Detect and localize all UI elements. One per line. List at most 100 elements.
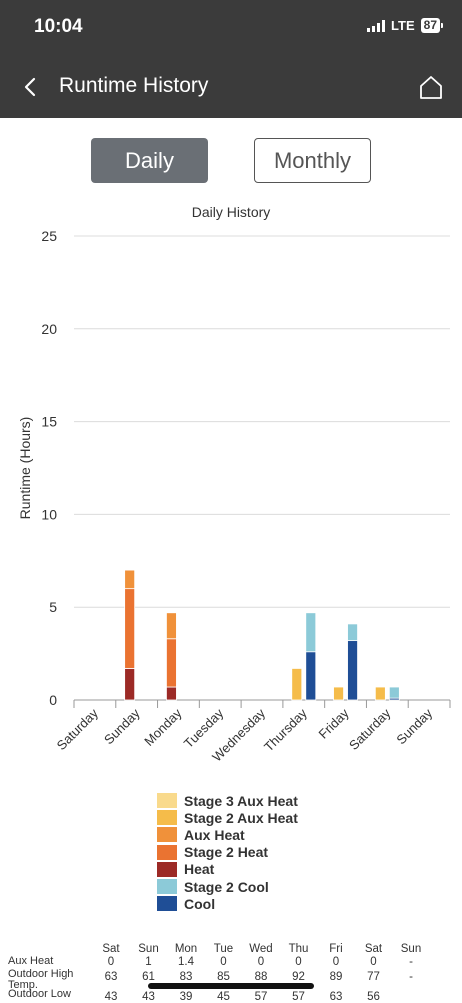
table-header-cell: Tue: [213, 943, 234, 955]
table-cell: 61: [142, 971, 155, 983]
legend-item: Cool: [157, 895, 298, 912]
table-cell: 43: [142, 991, 155, 1003]
legend-label: Stage 2 Heat: [184, 844, 269, 861]
table-header-cell: Wed: [249, 943, 273, 955]
bar-segment: [124, 588, 136, 669]
table-cell: 88: [254, 971, 268, 983]
chart-legend: Stage 3 Aux Heat Stage 2 Aux Heat Aux Heat…: [157, 792, 298, 912]
battery-icon: 87: [420, 18, 444, 33]
legend-item: Stage 3 Aux Heat: [157, 792, 298, 809]
status-bar: 10:04 LTE 87: [0, 0, 462, 56]
table-cell: 63: [104, 971, 118, 983]
bar-segment: [305, 612, 317, 653]
legend-swatch: [157, 844, 177, 860]
x-tick-label: Sunday: [101, 705, 143, 747]
home-button[interactable]: [416, 72, 446, 102]
y-tick-label: 15: [41, 414, 57, 430]
x-tick-label: Monday: [141, 705, 185, 749]
table-header-cell: Thu: [288, 943, 309, 955]
table-header-cell: Sun: [400, 943, 422, 955]
table-cell: 92: [292, 971, 305, 983]
legend-swatch: [157, 861, 177, 877]
legend-label: Cool: [184, 895, 216, 912]
table-cell: 57: [254, 991, 268, 1003]
table-cell: 85: [217, 971, 230, 983]
table-cell: 43: [104, 991, 118, 1003]
table-cell: 0: [107, 956, 115, 968]
table-cell: 77: [367, 971, 380, 983]
bar-segment: [305, 651, 317, 701]
table-header-cell: Fri: [329, 943, 343, 955]
legend-swatch: [157, 896, 177, 912]
bar-segment: [166, 612, 177, 640]
y-axis-label: Runtime (Hours): [17, 417, 33, 520]
table-cell: 0: [295, 956, 302, 968]
table-cell: 63: [329, 991, 343, 1003]
legend-item: Stage 2 Cool: [157, 878, 298, 895]
x-tick-label: Thursday: [261, 705, 310, 754]
table-cell: 89: [329, 971, 343, 983]
x-tick-label: Saturday: [54, 705, 102, 753]
legend-swatch: [157, 879, 177, 895]
y-tick-label: 25: [41, 228, 57, 244]
x-tick-label: Friday: [316, 705, 352, 741]
home-icon: [420, 76, 442, 99]
legend-label: Heat: [184, 861, 215, 878]
chevron-left-icon: [24, 77, 36, 97]
table-cell: 1: [145, 956, 152, 968]
bar-segment: [291, 668, 303, 701]
y-tick-label: 10: [41, 506, 57, 522]
bar-segment: [374, 686, 386, 701]
table-header-cell: Sun: [138, 943, 159, 955]
table-cell: -: [409, 971, 413, 983]
chart-title: Daily History: [191, 204, 271, 220]
legend-swatch: [157, 810, 177, 826]
table-cell: 0: [220, 956, 227, 968]
status-time: 10:04: [34, 16, 83, 37]
table-cell: 45: [217, 991, 230, 1003]
x-tick-label: Saturday: [346, 705, 394, 753]
legend-label: Stage 2 Cool: [184, 878, 269, 895]
table-cell: 0: [332, 956, 340, 968]
status-indicators: LTE 87: [367, 18, 444, 33]
back-button[interactable]: [14, 70, 48, 104]
table-cell: 56: [367, 991, 380, 1003]
bar-segment: [347, 640, 358, 701]
bar-segment: [124, 569, 136, 590]
y-tick-label: 20: [41, 321, 57, 337]
legend-item: Stage 2 Heat: [157, 844, 298, 861]
bar-segment: [333, 686, 344, 701]
y-tick-label: 5: [49, 599, 57, 615]
network-label: LTE: [391, 18, 415, 33]
table-row-label: Outdoor Low: [8, 988, 71, 1000]
bar-segment: [388, 686, 400, 699]
table-cell: 0: [370, 956, 377, 968]
legend-label: Aux Heat: [184, 826, 245, 843]
table-cell: 0: [257, 956, 265, 968]
page-title: Runtime History: [59, 74, 209, 97]
nav-bar: Runtime History: [0, 56, 462, 118]
table-header-cell: Sat: [102, 943, 120, 955]
legend-label: Stage 3 Aux Heat: [184, 792, 298, 809]
daily-toggle-button[interactable]: Daily: [91, 138, 208, 183]
legend-label: Stage 2 Aux Heat: [184, 809, 298, 826]
bar-segment: [124, 668, 136, 701]
table-cell: 39: [179, 991, 193, 1003]
monthly-toggle-button[interactable]: Monthly: [254, 138, 371, 183]
signal-icon: [367, 19, 386, 32]
legend-item: Heat: [157, 861, 298, 878]
table-row-label: Outdoor High Temp.: [8, 968, 74, 991]
x-tick-label: Sunday: [393, 705, 435, 747]
legend-item: Stage 2 Aux Heat: [157, 809, 298, 826]
table-header-cell: Mon: [174, 943, 198, 955]
y-tick-label: 0: [49, 692, 57, 708]
bar-segment: [166, 638, 177, 688]
legend-swatch: [157, 827, 177, 843]
legend-swatch: [157, 793, 177, 809]
bar-segment: [166, 686, 177, 701]
table-cell: 57: [292, 991, 305, 1003]
table-header-cell: Sat: [364, 943, 383, 955]
table-cell: 1.4: [178, 956, 194, 968]
legend-item: Aux Heat: [157, 826, 298, 843]
